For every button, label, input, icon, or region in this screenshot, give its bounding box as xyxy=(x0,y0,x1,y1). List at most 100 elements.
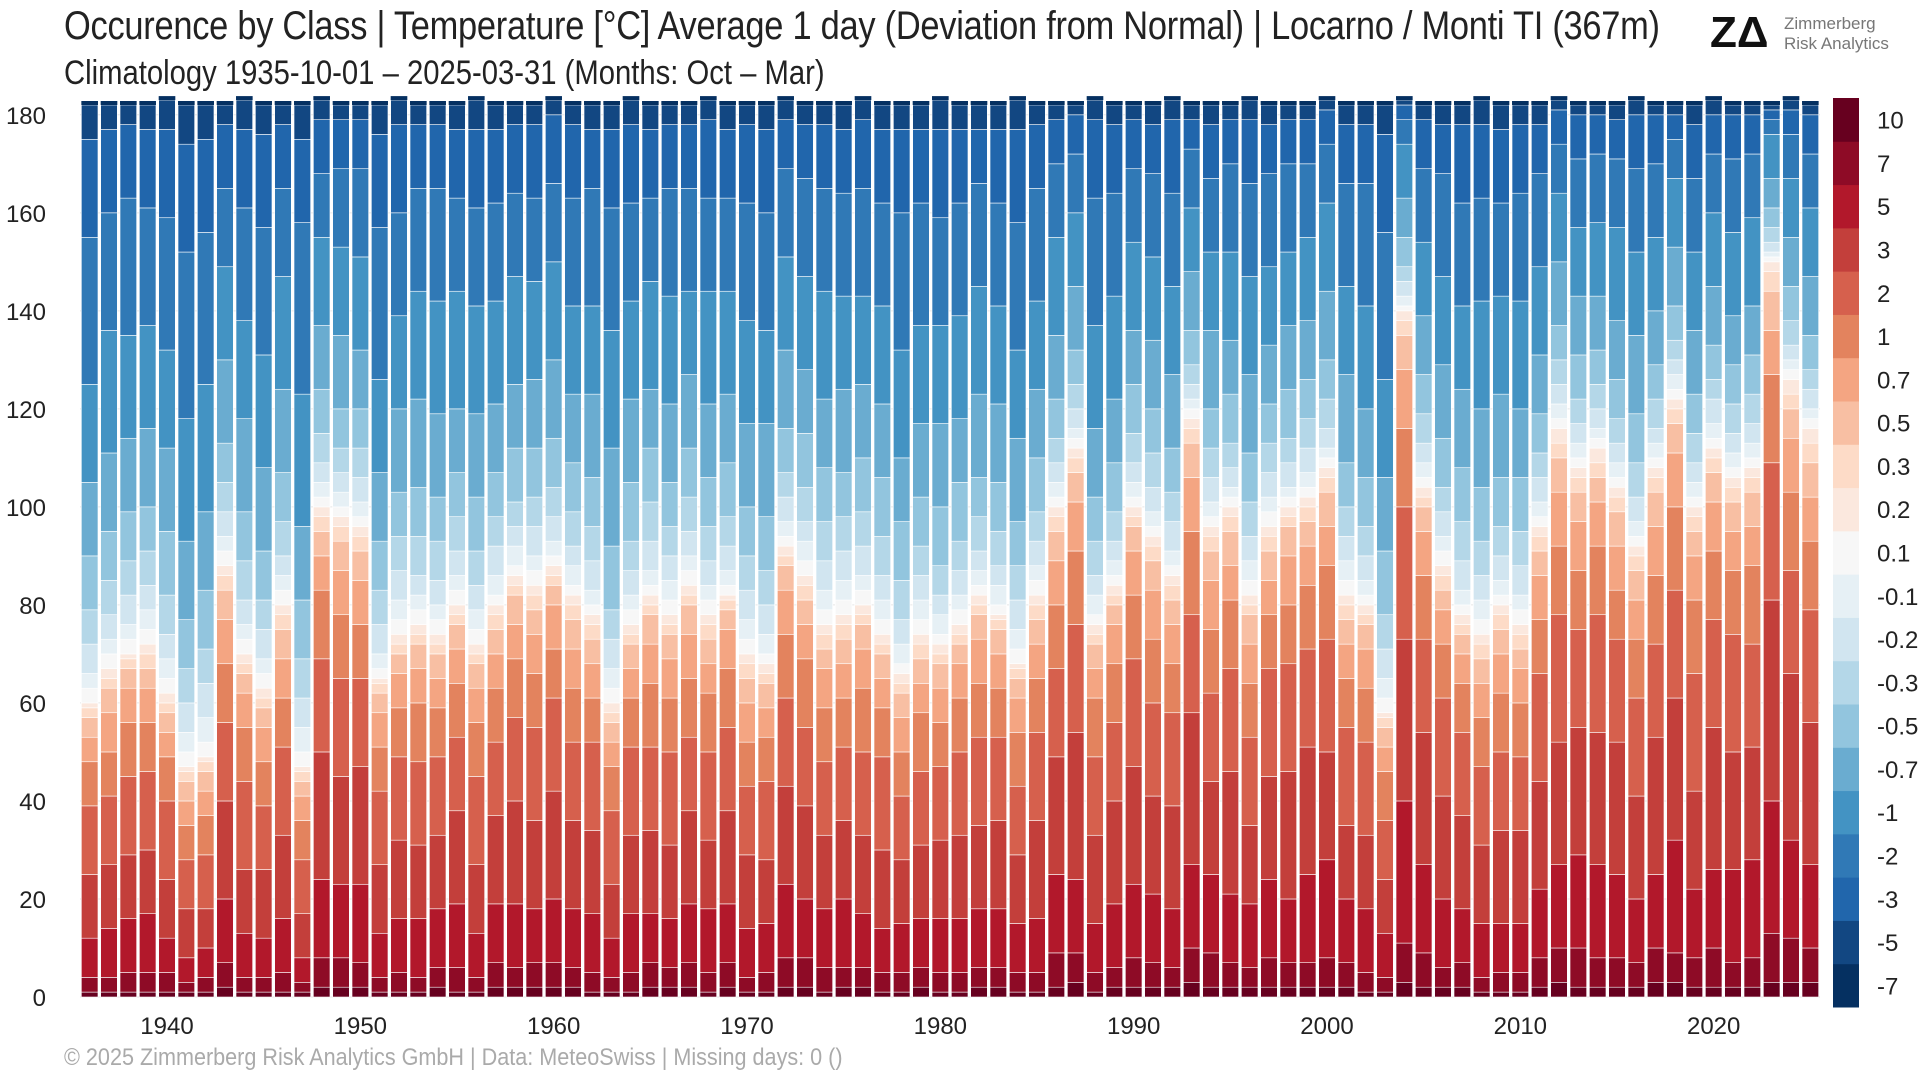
bar-segment xyxy=(274,589,292,606)
bar-segment xyxy=(1009,349,1027,439)
bar-segment xyxy=(564,305,582,395)
bar-segment xyxy=(1685,555,1703,601)
bar-segment xyxy=(1434,276,1452,366)
bar-segment xyxy=(1163,99,1181,121)
bar-segment xyxy=(332,104,350,121)
bar-segment xyxy=(1763,101,1780,105)
bar-segment xyxy=(854,687,872,753)
bar-segment xyxy=(1105,722,1123,802)
bar-segment xyxy=(545,261,563,361)
bar-segment xyxy=(525,379,543,449)
bar-segment xyxy=(970,908,988,968)
bar-segment xyxy=(293,393,311,527)
bar-segment xyxy=(1569,570,1587,630)
bar-segment xyxy=(545,575,563,586)
bar-segment xyxy=(1086,594,1104,616)
bar-segment xyxy=(1550,109,1568,145)
bar-segment xyxy=(835,104,853,130)
bar-segment xyxy=(1801,276,1819,336)
bar-segment xyxy=(1047,986,1065,998)
bar-segment xyxy=(255,354,273,468)
bar-segment xyxy=(738,991,756,998)
bar-segment xyxy=(409,398,427,488)
bar-segment xyxy=(1260,442,1278,473)
bar-segment xyxy=(622,609,640,625)
bar-segment xyxy=(1221,986,1239,998)
bar-segment xyxy=(139,325,157,429)
bar-segment xyxy=(951,624,969,635)
bar-segment xyxy=(912,325,930,424)
bar-segment xyxy=(835,967,853,988)
bar-segment xyxy=(1260,614,1278,669)
bar-segment xyxy=(1047,482,1065,498)
bar-segment xyxy=(1569,521,1587,571)
bar-segment xyxy=(1221,531,1239,567)
bar-segment xyxy=(351,766,369,885)
bar-segment xyxy=(235,663,253,674)
bar-segment xyxy=(100,678,118,689)
bar-segment xyxy=(1260,526,1278,537)
season-bar xyxy=(506,101,524,998)
bar-segment xyxy=(951,643,969,665)
bar-segment xyxy=(989,908,1007,968)
bar-segment xyxy=(1299,418,1317,449)
bar-segment xyxy=(81,991,99,998)
bar-segment xyxy=(1531,957,1549,988)
bar-segment xyxy=(1395,800,1413,944)
bar-segment xyxy=(1434,575,1452,591)
bar-segment xyxy=(661,614,679,625)
bar-segment xyxy=(796,276,814,370)
bar-segment xyxy=(1067,104,1085,116)
bar-segment xyxy=(293,526,311,601)
bar-segment xyxy=(1105,104,1123,125)
bar-segment xyxy=(1415,986,1433,998)
y-tick-label: 180 xyxy=(6,103,46,130)
bar-segment xyxy=(1241,604,1259,616)
bar-segment xyxy=(1125,516,1143,527)
bar-segment xyxy=(1492,477,1510,527)
bar-segment xyxy=(1608,589,1626,640)
season-bar xyxy=(1666,101,1684,998)
bar-segment xyxy=(158,349,176,449)
bar-segment xyxy=(854,511,872,547)
colorbar-label: 5 xyxy=(1877,194,1890,221)
bar-segment xyxy=(1608,119,1626,160)
colorbar-label: 0.1 xyxy=(1877,541,1910,568)
bar-segment xyxy=(1105,585,1123,596)
bar-segment xyxy=(100,614,118,640)
bar-segment xyxy=(777,545,795,557)
bar-segment xyxy=(1415,462,1433,478)
bar-segment xyxy=(429,986,447,998)
bar-segment xyxy=(641,585,659,596)
bar-segment xyxy=(1550,491,1568,547)
season-bar xyxy=(1105,101,1123,998)
bar-segment xyxy=(1415,101,1432,105)
bar-segment xyxy=(583,913,601,973)
bar-segment xyxy=(255,658,273,674)
bar-segment xyxy=(1279,506,1297,517)
bar-segment xyxy=(526,101,543,105)
bar-segment xyxy=(893,683,911,694)
bar-segment xyxy=(970,393,988,478)
bar-segment xyxy=(719,462,737,517)
season-bar xyxy=(680,101,698,998)
bar-segment xyxy=(1202,251,1220,331)
bar-segment xyxy=(1511,531,1529,567)
bar-segment xyxy=(1434,589,1452,611)
bar-segment xyxy=(661,918,679,968)
bar-segment xyxy=(1608,545,1626,591)
bar-segment xyxy=(1743,457,1761,468)
bar-segment xyxy=(139,668,157,689)
bar-segment xyxy=(1395,369,1413,429)
bar-segment xyxy=(719,629,737,669)
bar-segment xyxy=(1511,609,1529,625)
bar-segment xyxy=(931,217,949,326)
bar-segment xyxy=(680,604,698,635)
bar-segment xyxy=(294,101,311,105)
bar-segment xyxy=(893,643,911,665)
bar-segment xyxy=(815,104,833,125)
bar-segment xyxy=(1183,712,1201,865)
bar-segment xyxy=(951,751,969,836)
x-tick-label: 1970 xyxy=(720,1013,773,1040)
bar-segment xyxy=(1453,604,1471,616)
